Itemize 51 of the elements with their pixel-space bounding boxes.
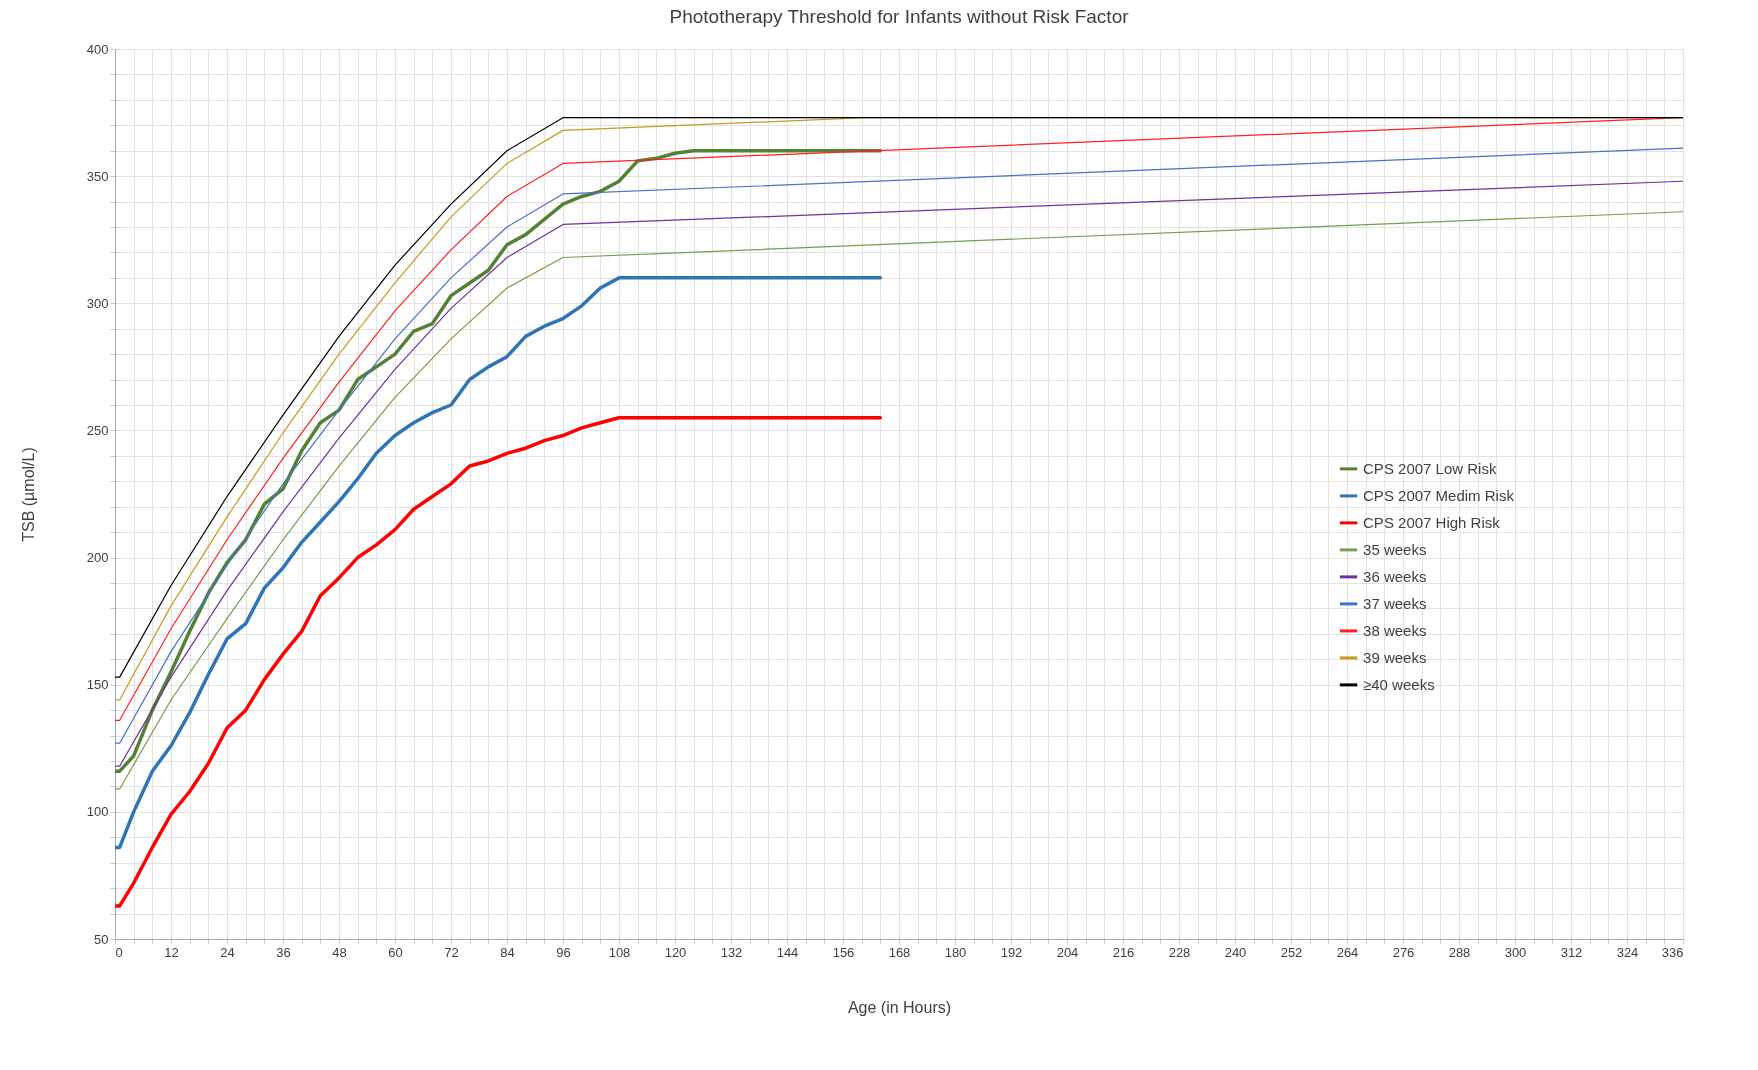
x-tick-label: 84 — [500, 944, 515, 960]
y-axis-title: TSB (µmol/L) — [19, 447, 37, 542]
x-tick-label: 312 — [1560, 944, 1583, 960]
x-tick-label: 276 — [1392, 944, 1415, 960]
x-tick-label: 96 — [556, 944, 571, 960]
x-tick-label: 336 — [1661, 944, 1684, 960]
x-tick-label: 132 — [720, 944, 743, 960]
x-tick-label: 180 — [944, 944, 967, 960]
x-tick-label: 24 — [220, 944, 235, 960]
x-tick-label: 60 — [388, 944, 403, 960]
x-tick-label: 0 — [115, 944, 123, 960]
x-tick-label: 240 — [1224, 944, 1247, 960]
x-tick-label: 36 — [276, 944, 291, 960]
x-tick-label: 120 — [664, 944, 687, 960]
legend-label: CPS 2007 Low Risk — [1363, 459, 1497, 477]
x-tick-label: 192 — [1000, 944, 1023, 960]
x-tick-label: 228 — [1168, 944, 1191, 960]
x-tick-label: 108 — [608, 944, 631, 960]
x-tick-label: 264 — [1336, 944, 1359, 960]
chart-title: Phototherapy Threshold for Infants without Risk Factor — [669, 6, 1130, 27]
x-tick-label: 168 — [888, 944, 911, 960]
legend-label: CPS 2007 High Risk — [1363, 513, 1501, 531]
x-tick-label: 48 — [332, 944, 347, 960]
y-tick-label: 350 — [86, 168, 109, 184]
x-tick-label: 252 — [1280, 944, 1303, 960]
x-tick-label: 12 — [164, 944, 179, 960]
y-tick-label: 300 — [86, 295, 109, 311]
legend-label: 38 weeks — [1363, 621, 1427, 639]
line-series — [115, 415, 883, 908]
legend-label: 36 weeks — [1363, 567, 1427, 585]
x-tick-label: 300 — [1504, 944, 1527, 960]
x-tick-label: 156 — [832, 944, 855, 960]
x-tick-label: 144 — [776, 944, 799, 960]
line-series — [115, 276, 883, 850]
x-tick-label: 324 — [1616, 944, 1639, 960]
legend-label: CPS 2007 Medim Risk — [1363, 486, 1515, 504]
legend-label: ≥40 weeks — [1363, 675, 1435, 693]
y-tick-label: 250 — [86, 422, 109, 438]
x-tick-label: 288 — [1448, 944, 1471, 960]
y-tick-label: 50 — [94, 931, 109, 947]
legend-label: 35 weeks — [1363, 540, 1427, 558]
x-tick-label: 204 — [1056, 944, 1079, 960]
legend-label: 39 weeks — [1363, 648, 1427, 666]
x-axis-title: Age (in Hours) — [847, 998, 952, 1016]
x-tick-label: 216 — [1112, 944, 1135, 960]
x-tick-label: 72 — [444, 944, 459, 960]
y-tick-label: 100 — [86, 804, 109, 820]
y-tick-label: 150 — [86, 677, 109, 693]
y-tick-label: 200 — [86, 550, 109, 566]
legend-label: 37 weeks — [1363, 594, 1427, 612]
y-tick-label: 400 — [86, 41, 109, 57]
